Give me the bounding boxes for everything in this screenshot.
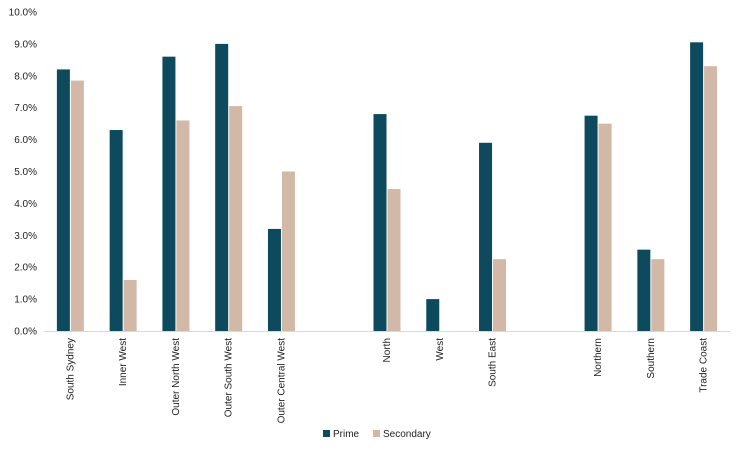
y-tick-label: 0.0% <box>14 327 37 338</box>
x-tick-label: Inner West <box>118 338 129 386</box>
y-tick-label: 8.0% <box>14 71 37 82</box>
y-tick-label: 4.0% <box>14 199 37 210</box>
y-tick-label: 5.0% <box>14 167 37 178</box>
bar-prime <box>426 299 440 331</box>
x-tick-label: Northern <box>593 338 604 377</box>
bar-prime <box>267 228 281 331</box>
x-axis-tick-labels: South Sydney Inner West Outer North West Ou… <box>65 338 709 424</box>
legend-label-prime: Prime <box>333 429 360 440</box>
y-tick-label: 9.0% <box>14 39 37 50</box>
bar-secondary <box>281 171 295 331</box>
y-tick-label: 2.0% <box>14 263 37 274</box>
x-tick-label: Outer North West <box>171 338 182 416</box>
bar-secondary <box>70 80 84 332</box>
bar-prime <box>109 130 123 331</box>
bar-prime <box>479 142 493 331</box>
bar-secondary <box>598 123 612 332</box>
y-tick-label: 3.0% <box>14 231 37 242</box>
bar-secondary <box>229 106 243 331</box>
bars <box>56 42 718 332</box>
bar-prime <box>215 43 229 332</box>
bar-secondary <box>176 120 190 332</box>
y-axis-tick-labels: 0.0% 1.0% 2.0% 3.0% 4.0% 5.0% 6.0% 7.0% 8.0% 9.0%… <box>9 8 37 338</box>
x-tick-label: South East <box>488 338 499 387</box>
legend-label-secondary: Secondary <box>383 429 431 440</box>
y-tick-label: 10.0% <box>9 8 37 19</box>
legend-swatch-secondary <box>373 430 380 437</box>
x-tick-label: North <box>382 338 393 362</box>
x-tick-label: Outer South West <box>224 338 235 418</box>
bar-secondary <box>123 279 137 331</box>
bar-prime <box>373 114 387 331</box>
bar-secondary <box>651 259 665 331</box>
x-tick-label: Southern <box>646 338 657 379</box>
bar-secondary <box>387 189 401 331</box>
bar-prime <box>690 42 704 332</box>
x-tick-label: West <box>435 338 446 361</box>
legend: Prime Secondary <box>323 429 431 440</box>
bar-secondary <box>493 259 507 331</box>
y-tick-label: 7.0% <box>14 103 37 114</box>
y-tick-label: 6.0% <box>14 135 37 146</box>
x-tick-label: South Sydney <box>65 338 76 400</box>
x-tick-label: Trade Coast <box>699 338 710 393</box>
x-tick-label: Outer Central West <box>276 338 287 424</box>
legend-swatch-prime <box>323 430 330 437</box>
bar-prime <box>56 69 70 332</box>
bar-prime <box>637 249 651 331</box>
bar-prime <box>584 115 598 331</box>
bar-secondary <box>704 66 718 331</box>
bar-prime <box>162 56 176 331</box>
y-tick-label: 1.0% <box>14 295 37 306</box>
